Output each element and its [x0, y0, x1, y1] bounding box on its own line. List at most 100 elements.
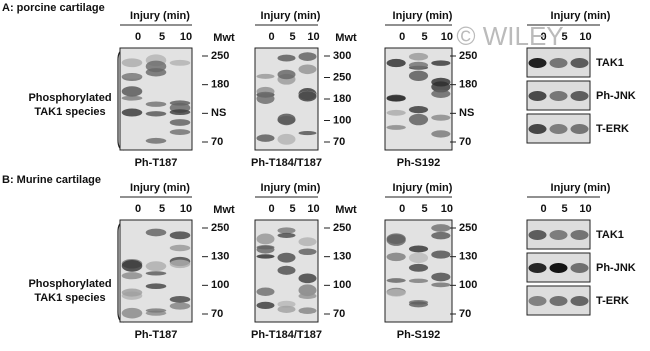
lane-label: 5 [159, 203, 165, 215]
band [277, 232, 296, 238]
band [169, 302, 191, 310]
strip-label: TAK1 [596, 229, 624, 241]
band [386, 289, 406, 297]
marker-label: 130 [333, 251, 351, 263]
marker-label: 250 [333, 71, 351, 83]
band [549, 263, 568, 273]
lane-label: 0 [540, 31, 546, 43]
band [549, 91, 568, 101]
lane-label: 5 [421, 203, 427, 215]
strip-label: Ph-JNK [596, 262, 636, 274]
strip-label: T-ERK [596, 295, 629, 307]
band [256, 91, 275, 98]
band [570, 124, 589, 134]
marker-label: 100 [211, 279, 229, 291]
band [431, 231, 451, 240]
lane-label: 0 [540, 203, 546, 215]
band [431, 272, 451, 282]
mwt-label: Mwt [335, 204, 357, 216]
band [431, 77, 451, 87]
band [121, 272, 143, 280]
band [528, 91, 547, 101]
band [408, 61, 429, 70]
band [386, 124, 406, 131]
band [408, 301, 429, 308]
band [408, 263, 429, 272]
band [256, 287, 275, 296]
band [121, 86, 143, 97]
lane-label: 5 [561, 31, 567, 43]
marker-label: 70 [459, 136, 471, 148]
blot-header: Injury (min) [551, 10, 611, 22]
blot-header: Injury (min) [393, 10, 453, 22]
blot-label: Ph-T184/T187 [251, 157, 322, 169]
band [408, 245, 429, 253]
marker-label: 70 [211, 136, 223, 148]
side-label: TAK1 species [34, 292, 105, 304]
band [386, 58, 406, 68]
marker-label: 180 [211, 79, 229, 91]
lane-label: 0 [399, 203, 405, 215]
band [431, 282, 451, 288]
band [121, 307, 143, 319]
band [570, 230, 589, 240]
marker-label: 180 [459, 79, 477, 91]
blot-header: Injury (min) [551, 182, 611, 194]
band [277, 133, 296, 145]
band [298, 273, 317, 284]
band [169, 109, 191, 116]
band [256, 254, 275, 259]
band [408, 52, 429, 61]
blot-header: Injury (min) [393, 182, 453, 194]
band [298, 284, 317, 297]
band [386, 252, 406, 262]
band [121, 95, 143, 101]
lane-label: 5 [421, 31, 427, 43]
band [549, 230, 568, 240]
lane-label: 10 [307, 203, 319, 215]
band [549, 58, 568, 68]
band [528, 124, 547, 134]
band [256, 233, 275, 245]
marker-label: 130 [211, 251, 229, 263]
panel-title: A: porcine cartilage [2, 2, 105, 14]
band [386, 109, 406, 116]
blot-label: Ph-S192 [397, 329, 440, 341]
lane-label: 0 [135, 203, 141, 215]
marker-label: 70 [333, 136, 345, 148]
lane-label: 5 [289, 31, 295, 43]
band [256, 134, 275, 142]
blot-header: Injury (min) [130, 182, 190, 194]
mwt-label: Mwt [213, 204, 235, 216]
band [121, 259, 143, 272]
band [145, 261, 167, 272]
band [121, 73, 143, 79]
band [145, 68, 167, 77]
marker-label: 250 [459, 222, 477, 234]
lane-label: 5 [159, 31, 165, 43]
band [549, 296, 568, 306]
band [145, 137, 167, 144]
band [121, 58, 143, 68]
band [169, 119, 191, 126]
band [169, 296, 191, 303]
band [277, 227, 296, 234]
band [277, 265, 296, 275]
lane-label: 10 [180, 31, 192, 43]
lane-label: 0 [135, 31, 141, 43]
lane-label: 0 [268, 31, 274, 43]
band [431, 250, 451, 259]
lane-label: 10 [441, 203, 453, 215]
band [169, 231, 191, 240]
blot-label: Ph-T187 [135, 329, 178, 341]
lane-label: 5 [561, 203, 567, 215]
watermark: © WILEY [456, 21, 563, 51]
lane-label: 10 [579, 31, 591, 43]
band [298, 307, 317, 315]
band [169, 259, 191, 269]
blot-header: Injury (min) [261, 10, 321, 22]
band [431, 130, 451, 138]
blot-header: Injury (min) [130, 10, 190, 22]
band [169, 59, 191, 66]
